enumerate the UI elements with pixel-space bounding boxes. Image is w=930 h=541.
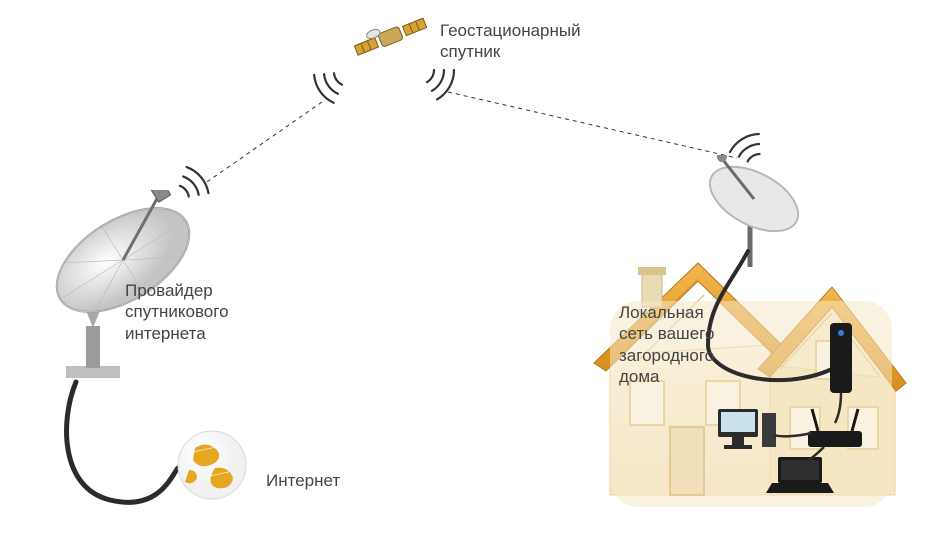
home-dish-icon [695,155,809,267]
internet-globe [175,428,249,502]
satellite-down-left-arc-0 [334,73,342,84]
text-line: Геостационарный [440,21,581,40]
text-line: Провайдер [125,281,213,300]
satellite-label: Геостационарный спутник [440,20,581,63]
satellite-down-left-arc-1 [324,74,338,94]
text-line: дома [619,367,660,386]
text-line: спутник [440,42,500,61]
text-line: Локальная [619,303,704,322]
satellite-down-left-arc-2 [314,75,334,103]
satellite-down-right-arc-2 [437,70,454,99]
satellite-to-provider [204,102,322,184]
text-line: загородного [619,346,714,365]
satellite-to-home [448,92,737,158]
text-line: спутникового [125,302,229,321]
text-line: Интернет [266,471,340,490]
text-line: сеть вашего [619,324,714,343]
internet-label: Интернет [266,470,340,491]
satellite-down-right-arc-0 [427,70,434,82]
satellite [350,8,430,68]
home-dish-up-arc-2 [730,134,759,152]
satellite-down-right-arc-1 [432,70,444,91]
provider-label: Провайдер спутникового интернета [125,280,229,344]
text-line: интернета [125,324,206,343]
home-label: Локальная сеть вашего загородного дома [619,302,714,387]
